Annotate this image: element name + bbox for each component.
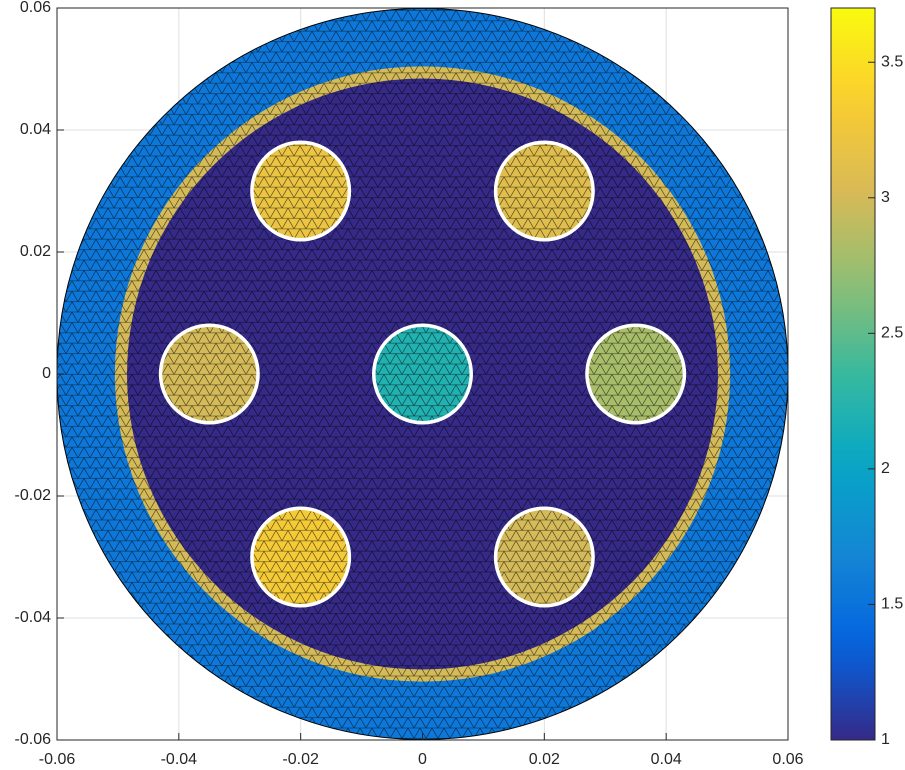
colorbar-tick-label: 1.5 — [881, 596, 903, 613]
y-tick-label: 0.02 — [20, 243, 51, 260]
x-tick-label: 0 — [418, 751, 427, 768]
x-tick-label: -0.02 — [282, 751, 319, 768]
outlines — [158, 140, 687, 608]
y-tick-label: 0 — [42, 365, 51, 382]
x-tick-label: 0.02 — [529, 751, 560, 768]
mesh-overlay — [57, 8, 788, 740]
y-tick-label: 0.06 — [20, 0, 51, 16]
x-tick-label: -0.04 — [161, 751, 198, 768]
colorbar-tick-label: 3.5 — [881, 53, 903, 70]
colorbar-tick-label: 2 — [881, 460, 890, 477]
inclusion-outline — [250, 506, 352, 608]
labels: -0.06 -0.04 -0.02 0 0.02 0.04 0.06 -0.06 -0.04 -0… — [15, 0, 904, 768]
inclusion-outline — [158, 323, 260, 425]
y-tick-label: 0.04 — [20, 121, 51, 138]
x-tick-label: 0.06 — [772, 751, 803, 768]
colorbar-tick-label: 2.5 — [881, 325, 903, 342]
inclusion-outline — [585, 323, 687, 425]
x-tick-label: -0.06 — [39, 751, 76, 768]
inclusion-outline — [372, 323, 473, 425]
inclusion-outline — [250, 140, 352, 242]
y-tick-label: -0.04 — [15, 609, 52, 626]
inclusion-outline — [493, 140, 595, 242]
inclusion-outline — [493, 506, 595, 608]
x-tick-label: 0.04 — [651, 751, 682, 768]
y-tick-label: -0.02 — [15, 487, 52, 504]
y-tick-label: -0.06 — [15, 731, 52, 748]
colorbar-tick-label: 3 — [881, 189, 890, 206]
colorbar — [830, 7, 876, 741]
colorbar-tick-label: 1 — [881, 731, 890, 748]
